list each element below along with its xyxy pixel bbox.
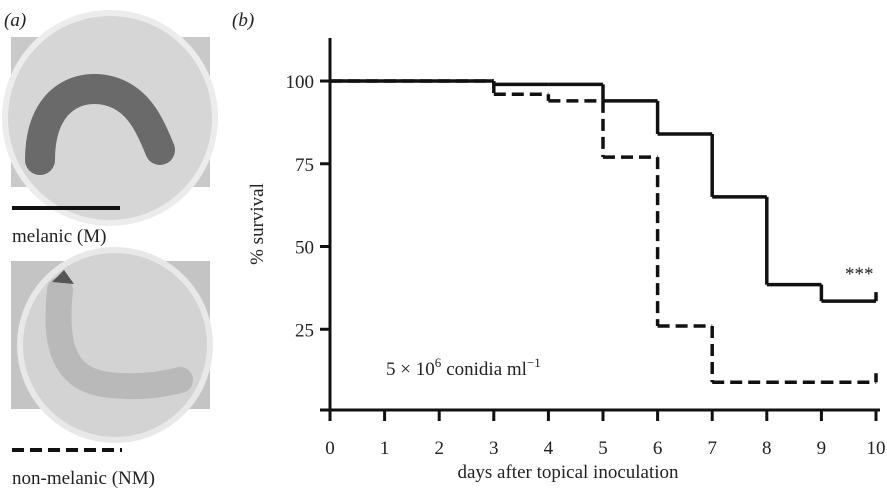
annotation: 5 × 106 conidia ml−1 xyxy=(386,355,541,380)
x-tick-label: 5 xyxy=(598,438,608,459)
x-tick-label: 9 xyxy=(817,438,827,459)
y-tick-label: 75 xyxy=(295,155,314,176)
annotation-part: conidia ml xyxy=(446,359,527,380)
x-tick-label: 1 xyxy=(380,438,390,459)
legend-label: melanic (M) xyxy=(12,226,106,247)
x-tick-label: 2 xyxy=(434,438,444,459)
x-tick-label: 10 xyxy=(867,438,886,459)
photo-melanic xyxy=(2,10,218,226)
annotation-part: −1 xyxy=(527,355,541,370)
x-axis-label: days after topical inoculation xyxy=(457,462,679,483)
x-tick-label: 6 xyxy=(653,438,663,459)
x-tick-label: 4 xyxy=(544,438,554,459)
y-tick-label: 100 xyxy=(286,72,315,93)
annotation-part: 6 xyxy=(435,355,442,370)
y-tick-label: 25 xyxy=(295,320,314,341)
annotation-part: 5 × 10 xyxy=(386,359,435,380)
y-tick-label: 50 xyxy=(295,238,314,259)
annotation: *** xyxy=(845,264,874,285)
photo-non-melanic xyxy=(11,247,213,443)
panel-label: (a) xyxy=(4,10,26,31)
y-axis-label: % survival xyxy=(247,183,268,265)
x-tick-label: 7 xyxy=(707,438,717,459)
x-tick-label: 8 xyxy=(762,438,772,459)
x-tick-label: 0 xyxy=(325,438,335,459)
legend-label: non-melanic (NM) xyxy=(12,468,155,489)
x-tick-label: 3 xyxy=(489,438,499,459)
panel-label: (b) xyxy=(232,10,254,31)
